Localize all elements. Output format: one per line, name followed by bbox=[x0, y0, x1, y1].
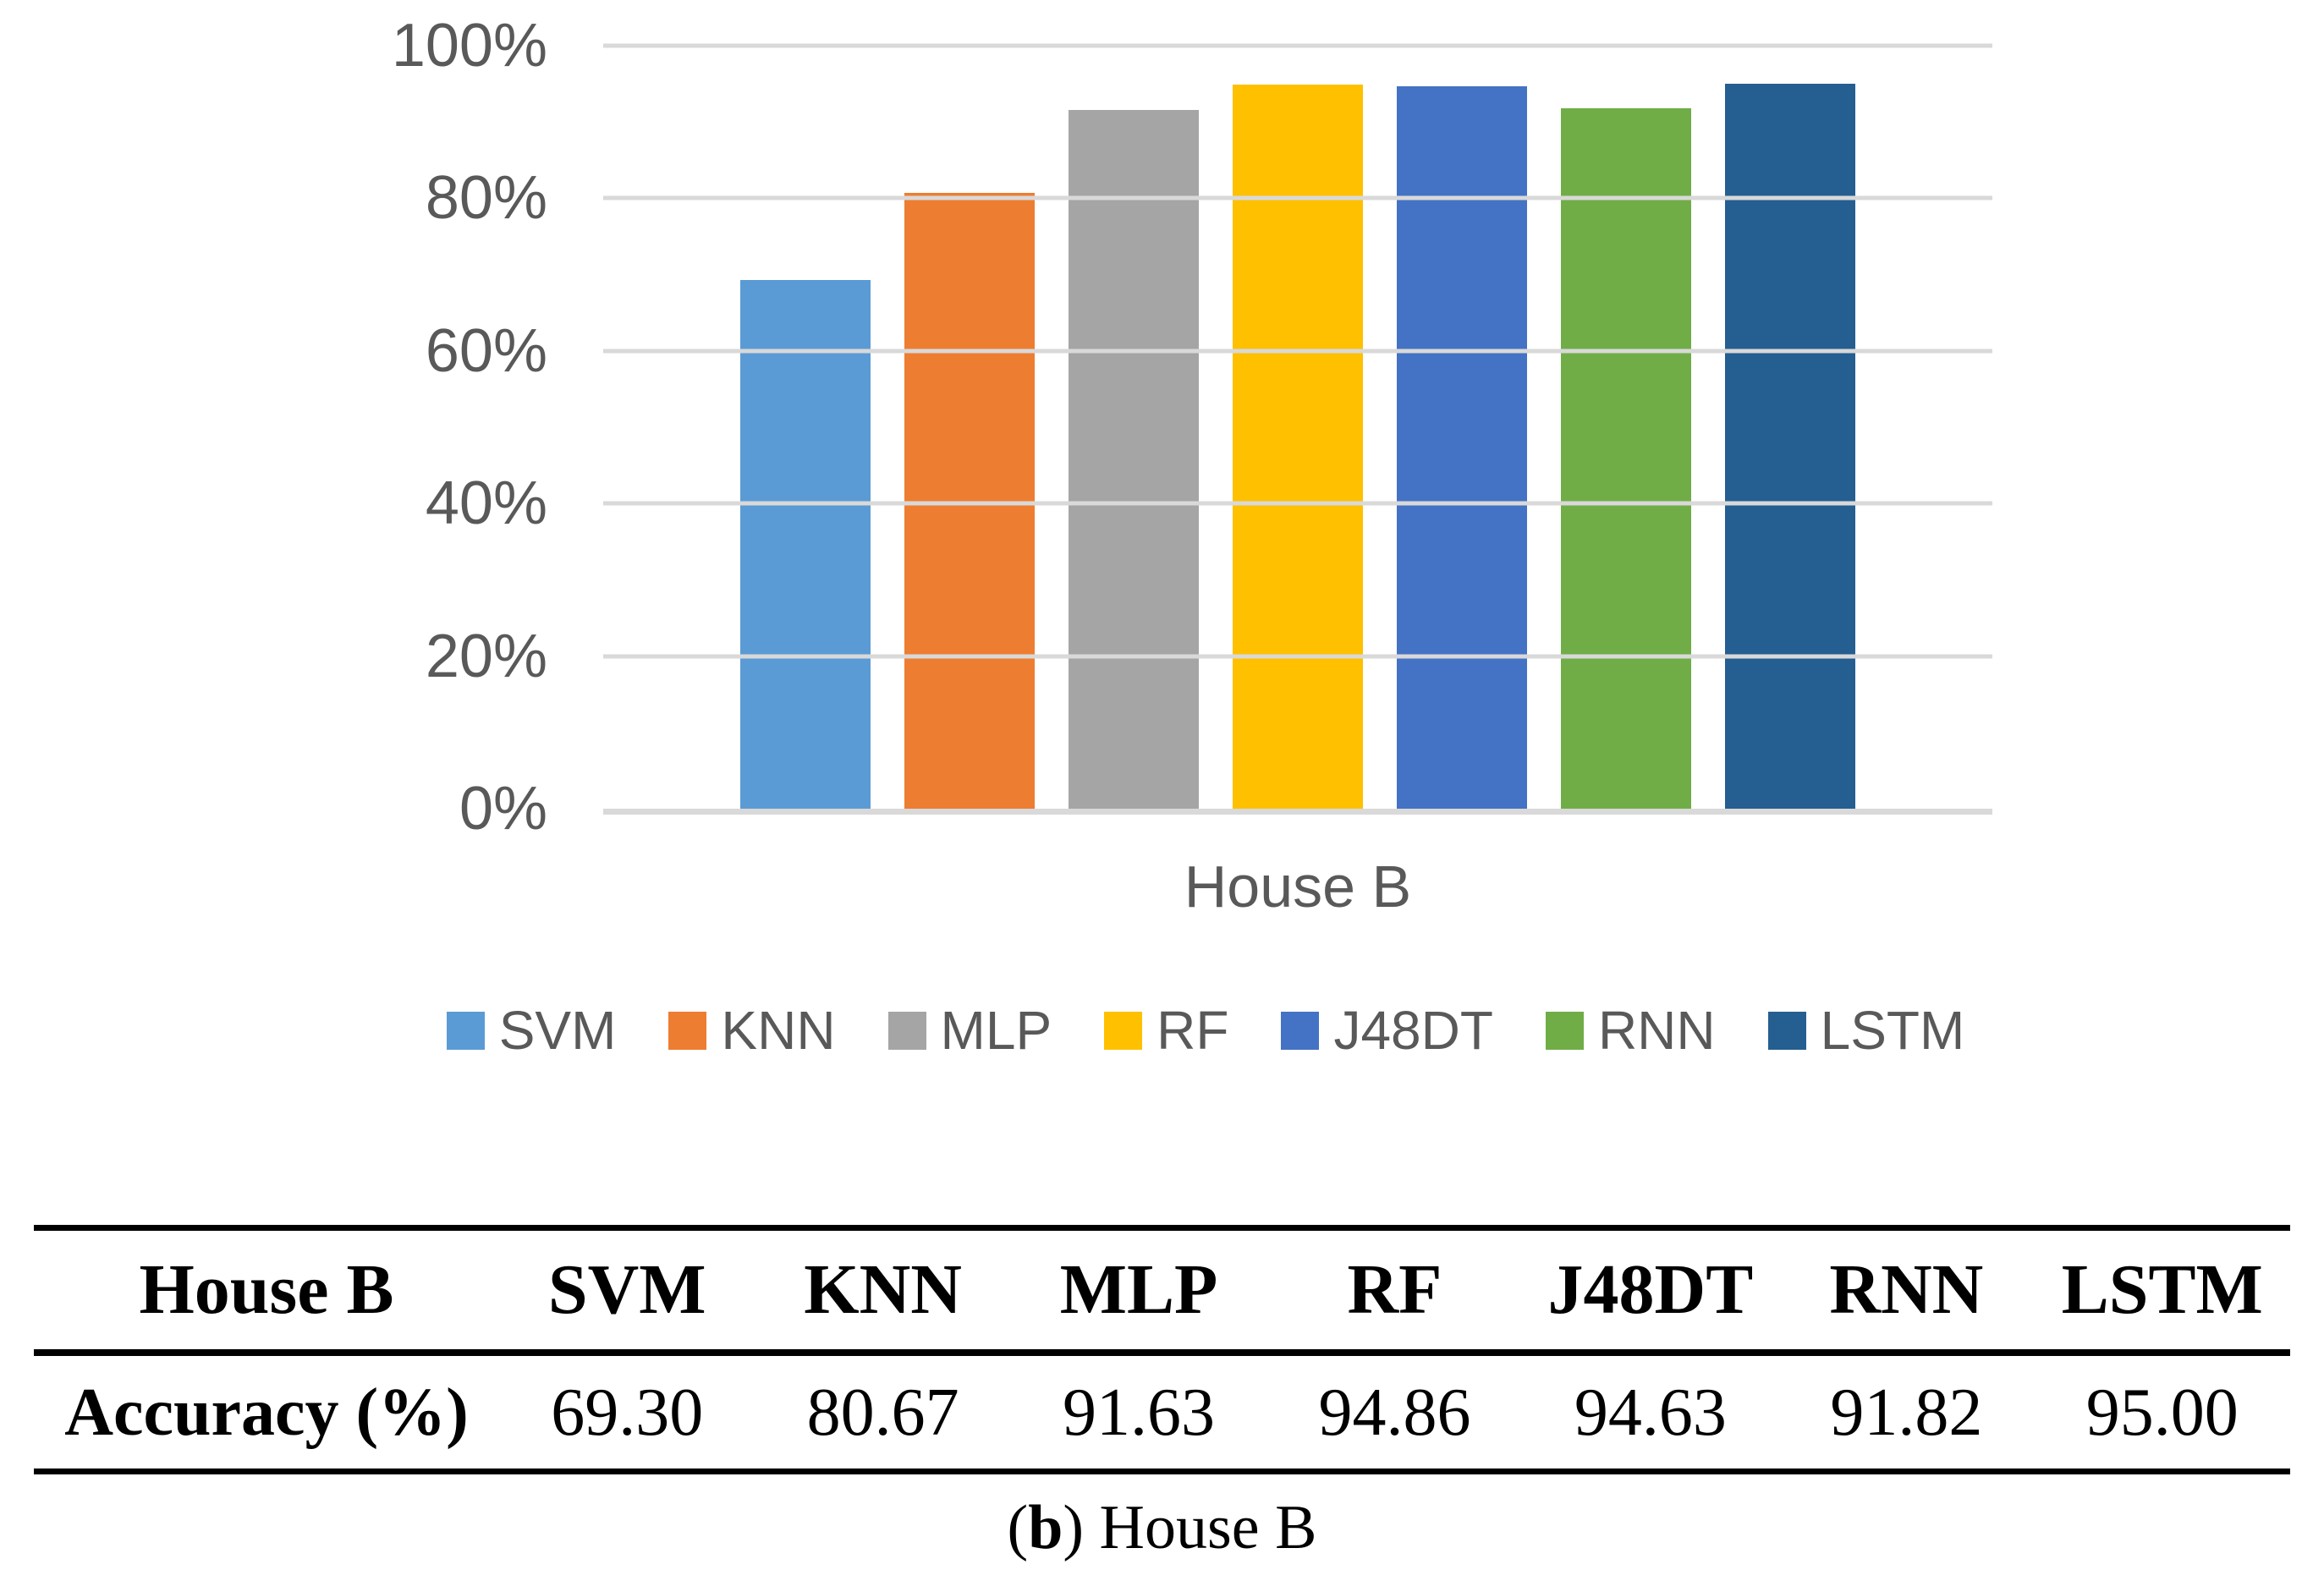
bar-j48dt bbox=[1397, 86, 1527, 809]
y-tick-label-40%: 40% bbox=[425, 469, 547, 538]
table-value-cell: 69.30 bbox=[551, 1375, 704, 1450]
accuracy-table: House B SVM KNN MLP RF J48DT RNN LSTM Accuracy … bbox=[34, 1225, 2290, 1474]
legend-item-rnn: RNN bbox=[1545, 1000, 1716, 1061]
legend-swatch-j48dt bbox=[1281, 1011, 1320, 1050]
accuracy-table-body: Accuracy (%) 69.30 80.67 91.63 94.86 94.63 91.… bbox=[34, 1353, 2290, 1472]
legend-swatch-lstm bbox=[1767, 1011, 1806, 1050]
table-header-cell-j48dt: J48DT bbox=[1547, 1250, 1754, 1329]
plot-area bbox=[603, 43, 1992, 815]
legend-label-mlp: MLP bbox=[940, 1000, 1052, 1061]
caption-letter: b bbox=[1028, 1493, 1063, 1562]
legend-item-lstm: LSTM bbox=[1767, 1000, 1965, 1061]
y-tick-label-60%: 60% bbox=[425, 316, 547, 385]
legend-swatch-mlp bbox=[887, 1011, 926, 1050]
bar-svm bbox=[740, 279, 871, 809]
bars bbox=[603, 46, 1992, 809]
legend-item-mlp: MLP bbox=[887, 1000, 1052, 1061]
gridline-80% bbox=[603, 195, 1992, 200]
caption-paren-open: ( bbox=[1007, 1493, 1029, 1562]
table-header-cell-rf: RF bbox=[1347, 1250, 1442, 1329]
legend-item-rf: RF bbox=[1104, 1003, 1228, 1057]
legend-swatch-rf bbox=[1104, 1011, 1143, 1050]
gridline-0% bbox=[603, 809, 1992, 815]
table-header-cell-rnn: RNN bbox=[1829, 1250, 1984, 1329]
table-value-cell: 94.86 bbox=[1318, 1375, 1471, 1450]
table-header-cell-svm: SVM bbox=[547, 1250, 706, 1329]
accuracy-table-header: House B SVM KNN MLP RF J48DT RNN LSTM bbox=[34, 1228, 2290, 1353]
bar-rf bbox=[1233, 85, 1363, 809]
y-tick-label-80%: 80% bbox=[425, 164, 547, 233]
table-header-cell-knn: KNN bbox=[804, 1250, 962, 1329]
legend-item-j48dt: J48DT bbox=[1281, 1003, 1493, 1057]
legend-label-lstm: LSTM bbox=[1820, 1000, 1965, 1061]
table-row: Accuracy (%) 69.30 80.67 91.63 94.86 94.63 91.… bbox=[34, 1353, 2290, 1472]
y-tick-label-20%: 20% bbox=[425, 622, 547, 690]
legend-label-rf: RF bbox=[1157, 1000, 1229, 1061]
figure-caption: (b) House B bbox=[0, 1490, 2324, 1566]
chart-legend: SVM KNN MLP RF J48DT RNN LSTM bbox=[372, 1003, 2039, 1057]
table-value-cell: 91.63 bbox=[1063, 1375, 1216, 1450]
y-axis-labels: 0% 20% 40% 60% 80% 100% bbox=[237, 15, 547, 839]
x-axis-category-label: House B bbox=[1184, 854, 1412, 920]
legend-label-j48dt: J48DT bbox=[1333, 1000, 1493, 1061]
bar-lstm bbox=[1725, 84, 1855, 809]
table-value-cell: 80.67 bbox=[806, 1375, 959, 1450]
bar-knn bbox=[904, 193, 1035, 809]
legend-item-svm: SVM bbox=[446, 1000, 617, 1061]
legend-swatch-svm bbox=[446, 1011, 485, 1050]
gridline-60% bbox=[603, 349, 1992, 354]
y-tick-label-0%: 0% bbox=[459, 775, 547, 843]
legend-label-svm: SVM bbox=[498, 1000, 617, 1061]
table-row-label: Accuracy (%) bbox=[64, 1375, 469, 1450]
table-header-cell-mlp: MLP bbox=[1059, 1250, 1218, 1329]
legend-item-knn: KNN bbox=[668, 1000, 836, 1061]
table-header-cell-lstm: LSTM bbox=[2061, 1250, 2263, 1329]
gridline-20% bbox=[603, 654, 1992, 659]
caption-text: ) House B bbox=[1063, 1493, 1317, 1562]
y-tick-label-100%: 100% bbox=[391, 12, 547, 80]
legend-label-rnn: RNN bbox=[1597, 1000, 1716, 1061]
table-value-cell: 91.82 bbox=[1830, 1375, 1983, 1450]
legend-swatch-knn bbox=[668, 1011, 707, 1050]
table-header-row: House B SVM KNN MLP RF J48DT RNN LSTM bbox=[34, 1228, 2290, 1353]
legend-label-knn: KNN bbox=[721, 1000, 836, 1061]
gridline-100% bbox=[603, 43, 1992, 48]
bar-rnn bbox=[1561, 107, 1691, 809]
gridline-40% bbox=[603, 501, 1992, 506]
table-value-cell: 95.00 bbox=[2085, 1375, 2239, 1450]
table-header-cell-house-b: House B bbox=[139, 1250, 394, 1329]
bar-mlp bbox=[1069, 109, 1199, 809]
table-value-cell: 94.63 bbox=[1574, 1375, 1727, 1450]
legend-swatch-rnn bbox=[1545, 1011, 1584, 1050]
